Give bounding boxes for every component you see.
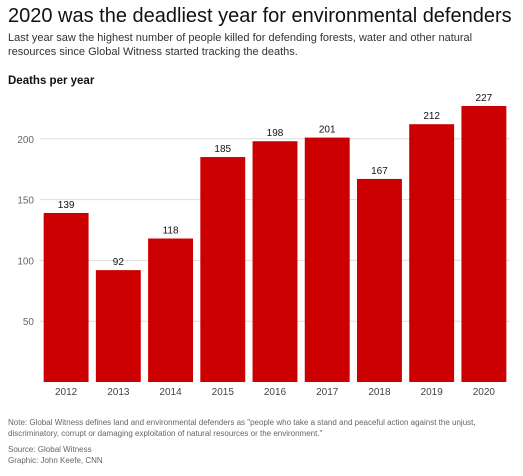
- x-tick-label: 2017: [316, 387, 339, 398]
- x-tick-label: 2019: [421, 387, 444, 398]
- data-labels: 139 92 118 185 198 201 167 212 227: [58, 93, 493, 268]
- chart-note: Note: Global Witness defines land and en…: [8, 418, 476, 438]
- bar-2017: [304, 137, 350, 382]
- data-label: 185: [214, 144, 231, 155]
- x-tick-label: 2020: [473, 387, 496, 398]
- data-label: 227: [476, 93, 493, 104]
- x-tick-label: 2012: [55, 387, 78, 398]
- chart-title: 2020 was the deadliest year for environm…: [8, 5, 512, 27]
- data-label: 118: [163, 226, 179, 237]
- x-tick-label: 2015: [212, 387, 235, 398]
- data-label: 167: [371, 166, 388, 177]
- y-tick-label: 50: [23, 317, 35, 328]
- bars: [43, 105, 507, 382]
- x-axis-ticks: 2012 2013 2014 2015 2016 2017 2018 2019 2020: [55, 387, 495, 398]
- data-label: 198: [267, 128, 284, 139]
- bar-2020: [461, 105, 507, 382]
- y-axis-ticks: 50 100 150 200: [17, 135, 34, 328]
- y-tick-label: 200: [17, 135, 34, 146]
- bar-2016: [252, 141, 298, 382]
- x-tick-label: 2014: [159, 387, 182, 398]
- x-tick-label: 2016: [264, 387, 287, 398]
- bar-2018: [356, 178, 402, 382]
- data-label: 92: [113, 257, 125, 268]
- data-label: 212: [423, 111, 440, 122]
- x-tick-label: 2018: [368, 387, 391, 398]
- data-label: 139: [58, 200, 75, 211]
- bar-2015: [200, 157, 246, 382]
- y-tick-label: 150: [17, 196, 34, 207]
- x-tick-label: 2013: [107, 387, 130, 398]
- y-tick-label: 100: [17, 256, 34, 267]
- chart-subtitle: Last year saw the highest number of peop…: [8, 32, 473, 58]
- y-axis-label: Deaths per year: [8, 75, 95, 87]
- bar-2013: [95, 270, 141, 382]
- bar-2019: [409, 124, 455, 382]
- data-label: 201: [319, 125, 336, 136]
- chart-credit: Graphic: John Keefe, CNN: [8, 456, 103, 465]
- chart-source: Source: Global Witness: [8, 445, 92, 454]
- bar-2014: [148, 238, 194, 382]
- bar-2012: [43, 212, 89, 382]
